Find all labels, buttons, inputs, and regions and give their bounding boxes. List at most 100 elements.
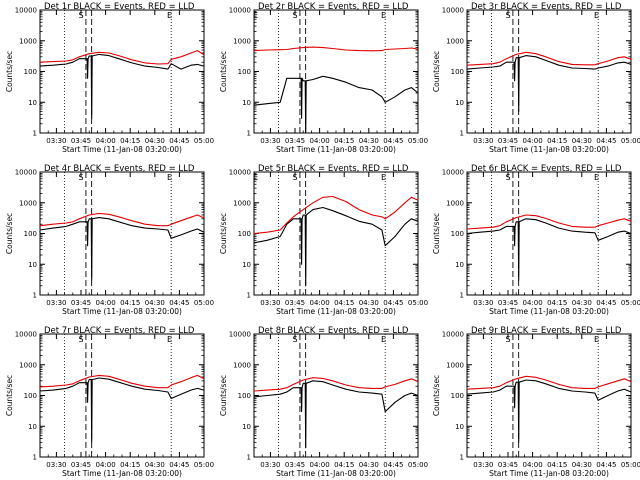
x-tick-label: 04:45: [169, 461, 189, 469]
events-series: [466, 379, 632, 443]
lld-series: [253, 46, 419, 52]
x-tick-label: 04:00: [523, 137, 543, 145]
x-tick-label: 05:00: [621, 461, 640, 469]
x-tick-label: 04:15: [334, 461, 354, 469]
x-tick-label: 03:30: [473, 137, 493, 145]
y-tick-label: 1: [247, 130, 251, 138]
y-tick-label: 10000: [229, 169, 251, 177]
x-tick-label: 04:30: [359, 461, 379, 469]
x-tick-label: 04:45: [169, 137, 189, 145]
x-tick-label: 03:45: [498, 137, 518, 145]
x-tick-label: 04:45: [383, 299, 403, 307]
y-tick-label: 10: [242, 423, 251, 431]
x-tick-label: 04:45: [169, 299, 189, 307]
y-tick-label: 1: [33, 292, 37, 300]
panel-title: Det 9r BLACK = Events, RED = LLD: [471, 326, 622, 336]
marker-label: S: [292, 335, 297, 344]
x-tick-label: 04:15: [547, 137, 567, 145]
lld-series: [466, 51, 632, 66]
x-tick-label: 03:30: [473, 461, 493, 469]
marker-label: E: [381, 335, 386, 344]
y-tick-label: 10: [242, 261, 251, 269]
marker-label: E: [381, 173, 386, 182]
x-tick-label: 04:00: [310, 299, 330, 307]
x-tick-label: 04:15: [547, 461, 567, 469]
x-tick-label: 04:00: [96, 461, 116, 469]
y-axis-label: Counts/sec: [5, 375, 14, 416]
events-series: [253, 380, 419, 449]
lld-series: [39, 374, 205, 389]
y-tick-label: 100: [238, 230, 251, 238]
x-tick-label: 04:45: [383, 137, 403, 145]
events-series: [253, 75, 419, 134]
marker-label: S: [78, 335, 83, 344]
x-tick-label: 04:45: [596, 299, 616, 307]
y-tick-label: 1: [460, 130, 464, 138]
y-tick-label: 1000: [19, 199, 37, 207]
y-tick-label: 100: [24, 392, 37, 400]
y-tick-label: 1: [460, 454, 464, 462]
y-tick-label: 10000: [229, 331, 251, 339]
y-tick-label: 1: [247, 454, 251, 462]
marker-label: E: [167, 335, 172, 344]
x-tick-label: 05:00: [194, 461, 214, 469]
y-tick-label: 100: [451, 68, 464, 76]
y-tick-label: 10000: [442, 331, 464, 339]
panel-title: Det 2r BLACK = Events, RED = LLD: [258, 2, 409, 12]
marker-label: S: [292, 173, 297, 182]
x-axis-label: Start Time (11-Jan-08 03:20:00): [489, 469, 609, 478]
panel-title: Det 4r BLACK = Events, RED = LLD: [44, 164, 195, 174]
y-tick-label: 1: [460, 292, 464, 300]
lld-series: [466, 375, 632, 390]
x-axis-label: Start Time (11-Jan-08 03:20:00): [62, 145, 182, 154]
x-tick-label: 04:15: [120, 299, 140, 307]
x-tick-label: 04:00: [310, 461, 330, 469]
x-tick-label: 04:30: [145, 137, 165, 145]
marker-label: S: [78, 11, 83, 20]
marker-label: S: [292, 11, 297, 20]
x-tick-label: 04:15: [120, 137, 140, 145]
y-tick-label: 10: [28, 423, 37, 431]
y-axis-label: Counts/sec: [432, 375, 441, 416]
x-tick-label: 04:15: [334, 299, 354, 307]
x-tick-label: 03:45: [71, 137, 91, 145]
y-axis-label: Counts/sec: [432, 213, 441, 254]
events-series: [39, 217, 205, 281]
y-tick-label: 10000: [229, 7, 251, 15]
x-axis-label: Start Time (11-Jan-08 03:20:00): [62, 469, 182, 478]
y-tick-label: 1000: [233, 37, 251, 45]
x-tick-label: 04:15: [120, 461, 140, 469]
x-axis-label: Start Time (11-Jan-08 03:20:00): [62, 307, 182, 316]
marker-label: E: [594, 11, 599, 20]
y-tick-label: 100: [451, 230, 464, 238]
marker-label: S: [505, 173, 510, 182]
x-tick-label: 04:00: [96, 137, 116, 145]
y-tick-label: 10: [455, 99, 464, 107]
y-tick-label: 100: [451, 392, 464, 400]
panel-title: Det 8r BLACK = Events, RED = LLD: [258, 326, 409, 336]
y-axis-label: Counts/sec: [219, 51, 228, 92]
y-tick-label: 10000: [15, 331, 37, 339]
marker-label: E: [253, 173, 258, 182]
y-tick-label: 10: [455, 261, 464, 269]
y-axis-label: Counts/sec: [432, 51, 441, 92]
events-series: [39, 53, 205, 119]
x-tick-label: 05:00: [621, 137, 640, 145]
y-tick-label: 10: [242, 99, 251, 107]
x-tick-label: 03:30: [46, 299, 66, 307]
y-tick-label: 10000: [15, 169, 37, 177]
lld-series: [466, 214, 632, 230]
events-series: [39, 377, 205, 443]
y-tick-label: 1000: [446, 199, 464, 207]
x-tick-label: 03:45: [285, 299, 305, 307]
x-tick-label: 03:30: [260, 137, 280, 145]
x-tick-label: 04:45: [596, 137, 616, 145]
